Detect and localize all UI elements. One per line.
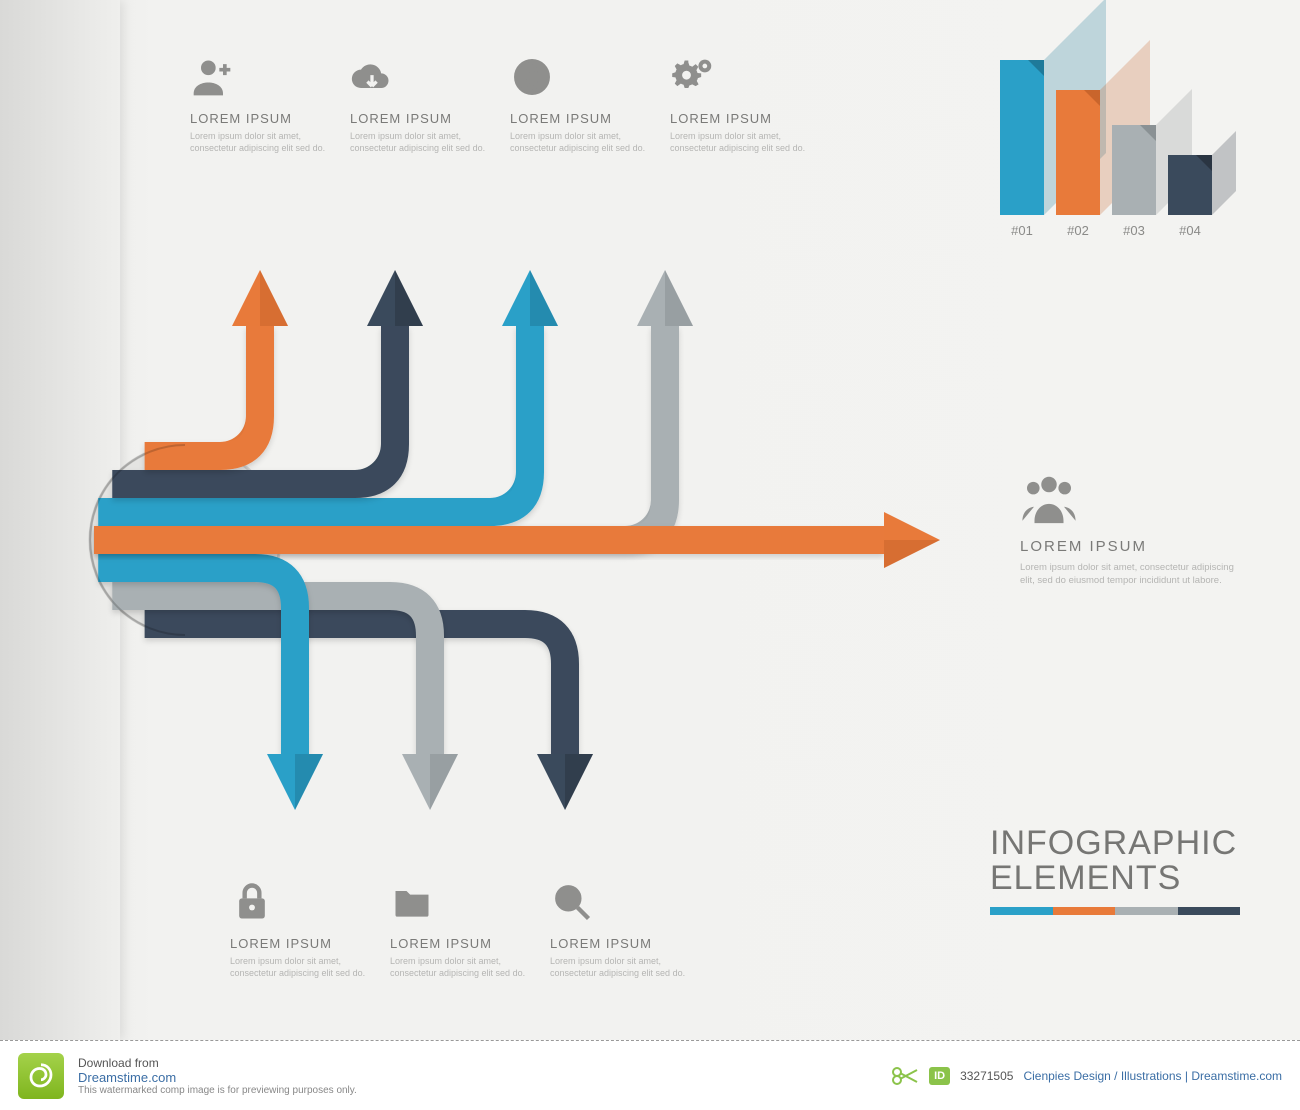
title-line1: INFOGRAPHIC [990, 824, 1237, 862]
folder-icon [390, 880, 440, 930]
globe-icon [510, 55, 560, 105]
bar-label: #03 [1112, 223, 1156, 238]
dreamstime-logo-icon [18, 1053, 64, 1099]
title-color-stripes [990, 907, 1240, 915]
info-column-body: Lorem ipsum dolor sit amet, consectetur … [190, 130, 330, 154]
info-column-body: Lorem ipsum dolor sit amet, consectetur … [670, 130, 810, 154]
arrow-flow-diagram [80, 240, 1040, 865]
info-column-title: LOREM IPSUM [550, 936, 690, 951]
footer-note: This watermarked comp image is for previ… [78, 1085, 357, 1096]
info-column-title: LOREM IPSUM [510, 111, 650, 126]
right-block-title: LOREM IPSUM [1020, 538, 1240, 555]
info-column-globe: LOREM IPSUM Lorem ipsum dolor sit amet, … [510, 55, 650, 154]
infographic-title: INFOGRAPHIC ELEMENTS [990, 826, 1240, 915]
info-column-title: LOREM IPSUM [390, 936, 530, 951]
footer-download-label: Download from [78, 1056, 357, 1070]
info-column-user-plus: LOREM IPSUM Lorem ipsum dolor sit amet, … [190, 55, 330, 154]
info-column-body: Lorem ipsum dolor sit amet, consectetur … [510, 130, 650, 154]
people-icon [1020, 470, 1080, 530]
footer-id-value: 33271505 [960, 1069, 1013, 1083]
info-column-search: LOREM IPSUM Lorem ipsum dolor sit amet, … [550, 880, 690, 979]
stock-footer-bar: Download from Dreamstime.com This waterm… [0, 1040, 1300, 1110]
bar-#04 [1168, 155, 1212, 215]
bar-#01 [1000, 60, 1044, 215]
user-plus-icon [190, 55, 240, 105]
info-column-lock: LOREM IPSUM Lorem ipsum dolor sit amet, … [230, 880, 370, 979]
info-column-body: Lorem ipsum dolor sit amet, consectetur … [390, 955, 530, 979]
info-column-body: Lorem ipsum dolor sit amet, consectetur … [230, 955, 370, 979]
footer-id-badge: ID [929, 1067, 950, 1085]
infographic-canvas: LOREM IPSUM Lorem ipsum dolor sit amet, … [0, 0, 1300, 1040]
right-block-body: Lorem ipsum dolor sit amet, consectetur … [1020, 561, 1240, 588]
bar-label: #01 [1000, 223, 1044, 238]
title-line2: ELEMENTS [990, 859, 1181, 897]
info-column-title: LOREM IPSUM [670, 111, 810, 126]
info-column-title: LOREM IPSUM [190, 111, 330, 126]
right-info-block: LOREM IPSUM Lorem ipsum dolor sit amet, … [1020, 470, 1240, 588]
search-icon [550, 880, 600, 930]
info-column-gears: LOREM IPSUM Lorem ipsum dolor sit amet, … [670, 55, 810, 154]
gears-icon [670, 55, 720, 105]
bar-chart: #01 #02 #03 #04 [1000, 55, 1240, 238]
info-column-folder: LOREM IPSUM Lorem ipsum dolor sit amet, … [390, 880, 530, 979]
scissors-icon [891, 1066, 919, 1086]
info-column-cloud-down: LOREM IPSUM Lorem ipsum dolor sit amet, … [350, 55, 490, 154]
bar-#02 [1056, 90, 1100, 215]
info-column-title: LOREM IPSUM [230, 936, 370, 951]
bar-#03 [1112, 125, 1156, 215]
cloud-down-icon [350, 55, 400, 105]
lock-icon [230, 880, 280, 930]
footer-credit: Cienpies Design / Illustrations | Dreams… [1023, 1069, 1282, 1083]
info-column-body: Lorem ipsum dolor sit amet, consectetur … [350, 130, 490, 154]
footer-site-link[interactable]: Dreamstime.com [78, 1070, 357, 1085]
bar-label: #02 [1056, 223, 1100, 238]
bar-label: #04 [1168, 223, 1212, 238]
info-column-body: Lorem ipsum dolor sit amet, consectetur … [550, 955, 690, 979]
info-column-title: LOREM IPSUM [350, 111, 490, 126]
